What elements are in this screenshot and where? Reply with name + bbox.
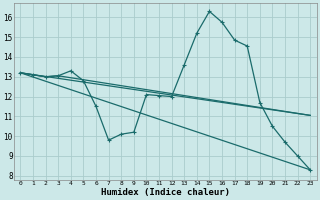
X-axis label: Humidex (Indice chaleur): Humidex (Indice chaleur) [101,188,230,197]
